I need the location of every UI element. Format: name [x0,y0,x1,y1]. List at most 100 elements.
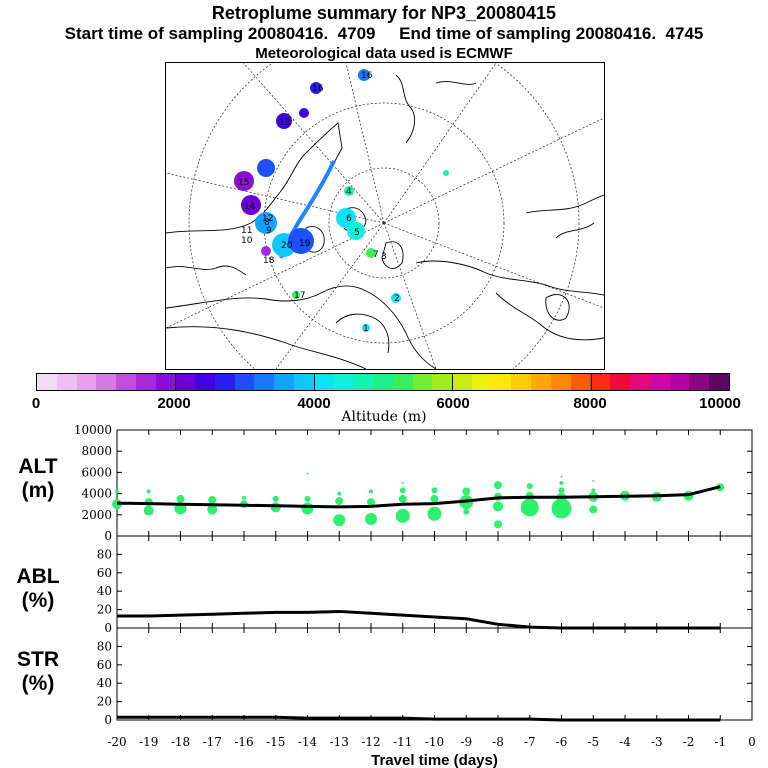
plume-day-labels: 16 16 13 15 14 12 11 10 9 8 7 6 5 4 3 2 … [238,71,400,334]
plume-markers [234,69,449,332]
altitude-spread-point [270,502,281,513]
colorbar-swatch [274,374,294,390]
map-label: 7 [373,250,379,260]
abl-label-line2: (%) [21,589,55,612]
x-tick-label: -18 [171,735,190,749]
x-tick-label: -17 [203,735,222,749]
colorbar-swatch [293,374,314,390]
altitude-spread-point [493,501,503,512]
y-tick-label: 40 [97,676,112,690]
altitude-spread-point [337,491,342,496]
colorbar-divider [175,374,177,390]
colorbar-swatch [550,374,571,390]
x-tick-label: -11 [393,735,412,749]
altitude-spread-point [115,489,119,494]
map-label: 5 [354,228,360,238]
colorbar-swatch [629,374,650,390]
colorbar-swatch [56,374,77,390]
x-tick-label: -13 [330,735,349,749]
altitude-spread-point [176,494,185,503]
map-label: 1 [363,324,369,334]
alt-label-line2: (m) [21,479,55,502]
altitude-spread-point [367,498,375,507]
x-tick-label: -16 [234,735,253,749]
altitude-spread-point [272,495,279,502]
altitude-spread-point [143,505,154,516]
altitude-spread-point [558,487,565,494]
map-label: 9 [266,226,272,236]
map-label: 13 [279,118,290,128]
map-label: 17 [294,291,305,301]
map-label: 16 [312,84,324,94]
map-label: 12 [262,214,273,224]
colorbar-swatch [432,374,453,390]
colorbar-tick-label: 2000 [157,395,191,412]
altitude-spread-point [304,495,311,502]
colorbar-tick-label: 4000 [297,395,331,412]
colorbar-swatch [412,374,433,390]
y-tick-label: 4000 [81,487,112,501]
altitude-spread-point [395,508,410,523]
altitude-spread-point [335,497,344,506]
colorbar-swatch [96,374,117,390]
colorbar-swatch [313,374,334,390]
altitude-spread-point [333,514,346,527]
altitude-spread-point [526,483,533,490]
abl-label-line1: ABL [16,565,60,588]
altitude-spread-point [494,520,502,529]
colorbar-divider [313,374,315,390]
altitude-spread-point [398,494,407,503]
colorbar-swatch [491,374,512,390]
altitude-spread-point [430,494,439,503]
colorbar-swatch [610,374,630,390]
str-panel-label: STR (%) [3,648,73,696]
map-label: 14 [244,202,256,212]
altitude-spread-point [365,513,377,526]
altitude-spread-point [431,487,438,494]
percentage-line [117,609,721,630]
y-tick-label: 60 [97,566,112,580]
abl-panel-label: ABL (%) [3,565,73,613]
map-label: 6 [346,214,352,224]
x-tick-label: -4 [619,735,631,749]
colorbar-divider [452,374,454,390]
y-tick-label: 40 [97,584,112,598]
x-tick-label: -15 [266,735,285,749]
map-coastlines [166,74,604,369]
colorbar-swatch [195,374,215,390]
altitude-spread-point [560,475,563,478]
colorbar-swatch [333,374,354,390]
y-tick-label: 80 [97,547,112,561]
altitude-spread-point [520,498,539,517]
panel-frame [116,627,753,721]
colorbar-swatch [254,374,275,390]
map-label: 18 [263,256,275,266]
alt-panel-label: ALT (m) [3,455,73,503]
timeseries-panels: 0 2000 4000 6000 8000 10000 0 20 40 60 80 0 20 40 60 80… [74,423,756,768]
map-label: 8 [264,218,270,228]
colorbar-tick-label: 0 [31,395,41,412]
map-label: 2 [394,294,400,304]
polar-map-svg: 16 16 13 15 14 12 11 10 9 8 7 6 5 4 3 2 … [166,63,604,369]
x-tick-label: 0 [748,735,756,749]
map-label: 4 [346,187,352,197]
x-tick-label: -1 [714,735,726,749]
x-tick-label: -6 [556,735,568,749]
altitude-spread-point [369,489,373,494]
y-tick-label: 0 [104,621,112,635]
altitude-spread-point [592,479,595,482]
altitude-spread-point [146,489,151,494]
altitude-spread-point [301,502,314,515]
altitude-colorbar [36,373,730,391]
colorbar-swatch [649,374,670,390]
x-tick-label: -2 [683,735,695,749]
colorbar-swatch [511,374,532,390]
x-tick-label: -12 [361,735,380,749]
map-label: 19 [299,239,311,249]
y-tick-label: 2000 [81,508,112,522]
altitude-spread-point [462,487,471,496]
y-tick-label: 60 [97,658,112,672]
x-tick-label: -7 [524,735,536,749]
altitude-spread-point [589,505,598,514]
map-label: 15 [238,178,249,188]
